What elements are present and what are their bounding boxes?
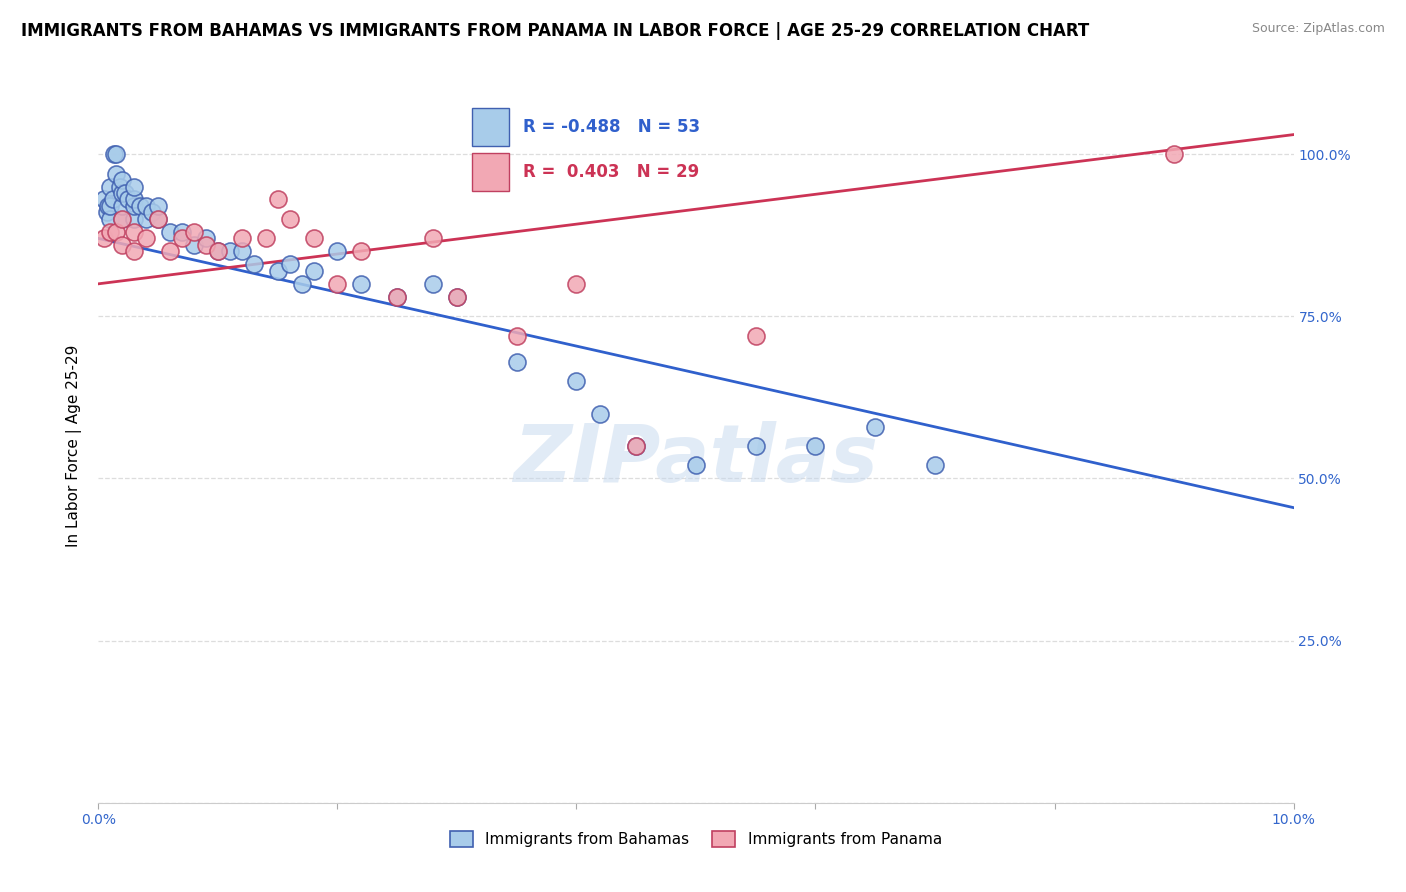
Point xyxy=(231,231,253,245)
Point xyxy=(108,179,131,194)
Point xyxy=(589,407,612,421)
Point xyxy=(135,231,157,245)
Point xyxy=(422,277,444,291)
Point xyxy=(422,231,444,245)
Point xyxy=(924,458,946,473)
Point xyxy=(804,439,827,453)
Point xyxy=(626,439,648,453)
Point xyxy=(111,173,134,187)
Point xyxy=(105,167,128,181)
Point xyxy=(385,290,409,304)
Point xyxy=(243,257,266,271)
Text: ZIPatlas: ZIPatlas xyxy=(513,421,879,500)
Point xyxy=(159,225,181,239)
Point xyxy=(98,179,122,194)
Point xyxy=(101,193,124,207)
Point xyxy=(103,147,125,161)
Point xyxy=(267,193,290,207)
Point xyxy=(183,225,205,239)
Point xyxy=(105,147,128,161)
Point xyxy=(111,186,134,200)
Point xyxy=(865,419,887,434)
Point xyxy=(207,244,229,259)
Point xyxy=(111,211,134,226)
Point xyxy=(207,244,229,259)
Point xyxy=(565,277,588,291)
Point xyxy=(97,199,120,213)
Point xyxy=(148,211,170,226)
Point xyxy=(111,199,134,213)
Point xyxy=(278,257,301,271)
Point xyxy=(159,244,181,259)
Point xyxy=(506,354,529,368)
Point xyxy=(172,231,194,245)
Point xyxy=(231,244,253,259)
Point xyxy=(326,244,349,259)
Point xyxy=(446,290,468,304)
Point xyxy=(98,199,122,213)
Point xyxy=(124,211,146,226)
Point xyxy=(183,238,205,252)
Y-axis label: In Labor Force | Age 25-29: In Labor Force | Age 25-29 xyxy=(66,345,83,547)
Point xyxy=(124,225,146,239)
Point xyxy=(326,277,349,291)
Point xyxy=(148,211,170,226)
Point xyxy=(267,264,290,278)
Point xyxy=(111,238,134,252)
Point xyxy=(93,231,115,245)
Point xyxy=(135,211,157,226)
Point xyxy=(141,205,163,219)
Point xyxy=(105,225,128,239)
Point xyxy=(129,199,152,213)
Point xyxy=(124,244,146,259)
Point xyxy=(446,290,468,304)
Point xyxy=(350,277,373,291)
Point xyxy=(302,264,325,278)
Point xyxy=(254,231,277,245)
Point xyxy=(96,205,118,219)
Point xyxy=(219,244,242,259)
Point xyxy=(93,193,115,207)
Point xyxy=(1163,147,1185,161)
Legend: Immigrants from Bahamas, Immigrants from Panama: Immigrants from Bahamas, Immigrants from… xyxy=(437,819,955,859)
Point xyxy=(565,374,588,388)
Point xyxy=(135,199,157,213)
Point xyxy=(98,225,122,239)
Point xyxy=(385,290,409,304)
Point xyxy=(195,238,218,252)
Point xyxy=(111,211,134,226)
Text: Source: ZipAtlas.com: Source: ZipAtlas.com xyxy=(1251,22,1385,36)
Point xyxy=(195,231,218,245)
Point xyxy=(302,231,325,245)
Point xyxy=(685,458,707,473)
Point xyxy=(745,328,768,343)
Point xyxy=(626,439,648,453)
Text: IMMIGRANTS FROM BAHAMAS VS IMMIGRANTS FROM PANAMA IN LABOR FORCE | AGE 25-29 COR: IMMIGRANTS FROM BAHAMAS VS IMMIGRANTS FR… xyxy=(21,22,1090,40)
Point xyxy=(98,211,122,226)
Point xyxy=(506,328,529,343)
Point xyxy=(278,211,301,226)
Point xyxy=(124,179,146,194)
Point xyxy=(114,186,136,200)
Point xyxy=(745,439,768,453)
Point xyxy=(172,225,194,239)
Point xyxy=(124,193,146,207)
Point xyxy=(117,193,139,207)
Point xyxy=(124,199,146,213)
Point xyxy=(350,244,373,259)
Point xyxy=(291,277,314,291)
Point xyxy=(148,199,170,213)
